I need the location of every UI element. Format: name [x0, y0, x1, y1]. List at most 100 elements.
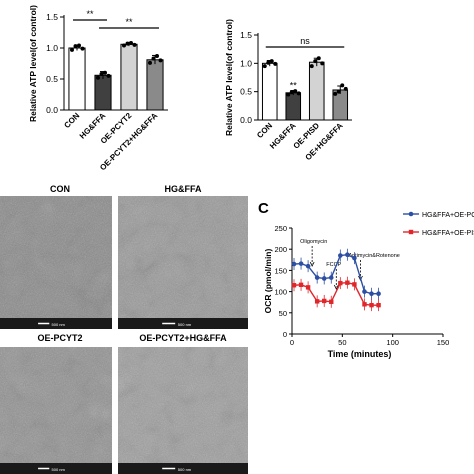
y-axis-title: Relative ATP level(of control) — [28, 5, 38, 122]
data-point — [106, 73, 111, 78]
bar — [146, 59, 164, 111]
data-point — [269, 59, 274, 64]
scale-bar-label: 500 nm — [52, 467, 66, 472]
x-tick-label: 50 — [338, 338, 346, 347]
significance-label: ** — [125, 17, 133, 27]
micrograph-title: HG&FFA — [165, 184, 202, 194]
y-tick-label: 200 — [274, 245, 287, 254]
micrograph-title: CON — [50, 184, 70, 194]
data-point — [158, 58, 163, 63]
y-tick-label: 0.0 — [240, 115, 252, 125]
scale-bar-label: 500 nm — [52, 322, 66, 327]
series-marker — [345, 280, 350, 285]
series-marker — [338, 280, 343, 286]
micrograph-info-strip — [118, 318, 248, 329]
y-tick-label: 50 — [279, 309, 287, 318]
series-marker — [322, 298, 327, 304]
scale-bar-label: 500 nm — [178, 467, 192, 472]
series-marker — [321, 276, 327, 281]
injection-label: Antimycin&Rotenone — [348, 253, 399, 259]
y-axis-title: OCR (pmol/min) — [263, 248, 273, 313]
series-marker — [376, 291, 381, 297]
data-point — [99, 72, 104, 77]
data-point — [286, 92, 291, 97]
data-point — [289, 90, 294, 95]
legend-marker — [408, 211, 414, 217]
series-marker — [305, 285, 311, 290]
x-tick-label: 100 — [386, 338, 399, 347]
significance-label: ** — [86, 9, 94, 19]
micrograph-grain — [118, 347, 248, 474]
bar — [308, 61, 325, 121]
series-marker — [329, 299, 334, 304]
data-point — [336, 89, 341, 94]
y-tick-label: 250 — [274, 224, 287, 233]
legend-label: HG&FFA+OE-PC — [422, 212, 474, 219]
y-tick-label: 0.0 — [46, 105, 58, 115]
series-marker — [352, 282, 357, 287]
data-point — [155, 54, 159, 59]
y-tick-label: 1.0 — [240, 58, 252, 68]
series-marker — [298, 261, 304, 266]
y-tick-label: 1.5 — [240, 30, 252, 40]
atp-chart-pcyt2: 0.0 0.5 1.0 1.5 Relative ATP level(of contro… — [28, 5, 168, 172]
series-marker — [291, 283, 297, 288]
series-marker — [338, 253, 343, 258]
series-marker — [328, 275, 334, 280]
y-tick-label: 1.0 — [46, 43, 58, 53]
data-point — [333, 91, 338, 96]
series-marker — [314, 299, 320, 304]
y-tick-label: 1.5 — [46, 12, 58, 22]
data-point — [316, 56, 321, 61]
series-marker — [362, 302, 367, 307]
data-point — [151, 56, 156, 61]
bar — [261, 62, 278, 121]
micrograph-grain — [0, 196, 112, 329]
injection-arrowhead — [333, 284, 339, 290]
scale-bar-label: 500 nm — [178, 322, 192, 327]
data-point — [122, 43, 126, 48]
series-marker — [345, 252, 350, 258]
series-marker — [305, 263, 311, 269]
em-micrograph-panel: CON 500 nm HG&FFA 500 nm OE-PCYT2 500 nm OE-PC… — [0, 184, 248, 474]
data-point — [96, 75, 100, 80]
bar — [94, 74, 112, 111]
data-point — [132, 42, 137, 47]
significance-mark: ** — [290, 81, 298, 91]
y-tick-label: 150 — [274, 266, 287, 275]
legend-marker — [408, 229, 414, 235]
data-point — [103, 70, 107, 75]
data-point — [125, 41, 130, 46]
data-point — [343, 86, 348, 91]
injection-label: FCCP — [326, 262, 341, 268]
data-point — [293, 89, 298, 94]
injection-label: Oligomycin — [300, 239, 327, 245]
series-marker — [362, 289, 367, 294]
data-point — [296, 91, 301, 96]
series-marker — [298, 282, 304, 288]
micrograph-info-strip — [118, 463, 248, 474]
y-tick-label: 0.5 — [46, 74, 58, 84]
micrograph-grain — [118, 196, 248, 329]
bar — [68, 47, 86, 111]
y-tick-label: 100 — [274, 288, 287, 297]
micrograph-info-strip — [0, 463, 112, 474]
injection-arrowhead — [309, 261, 315, 267]
legend-label: HG&FFA+OE-PIS — [422, 230, 474, 237]
data-point — [266, 60, 271, 65]
data-point — [273, 61, 278, 66]
data-point — [70, 47, 74, 52]
y-tick-label: 0.5 — [240, 87, 252, 97]
x-tick-label: CON — [255, 121, 274, 140]
x-tick-label: CON — [62, 111, 81, 130]
x-axis-title: Time (minutes) — [328, 349, 392, 359]
data-point — [80, 46, 85, 51]
data-point — [77, 43, 81, 48]
bar — [120, 43, 138, 111]
series-marker — [369, 291, 374, 297]
series-marker — [314, 275, 320, 280]
x-tick-label: 150 — [437, 338, 450, 347]
y-axis-title: Relative ATP level(of control) — [224, 19, 234, 136]
